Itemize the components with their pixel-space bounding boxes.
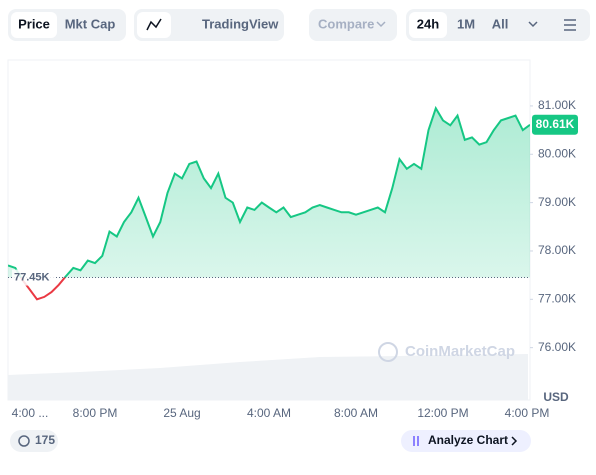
analyze-btn[interactable] [401,430,531,452]
reference-label-bg [12,269,56,286]
area [8,108,530,278]
y-tick-label: 77.00K [538,291,576,305]
view-group [134,9,284,41]
analyze-icon [413,436,419,446]
x-tick-label: 8:00 AM [334,406,378,420]
count-pill[interactable] [10,430,58,452]
last-price-badge [532,114,578,135]
x-tick-label: 12:00 PM [417,406,468,420]
range-24h[interactable]: 24h [417,16,439,31]
volume-area [8,354,528,400]
y-tick-label: 76.00K [538,340,576,354]
range-1m[interactable]: 1M [457,16,475,31]
watermark: CoinMarketCap [405,343,515,360]
x-tick-label: 8:00 PM [73,406,118,420]
y-tick-label: 78.00K [538,243,576,257]
y-tick-label: 81.00K [538,98,576,112]
price-line [8,105,530,278]
chevron [511,436,518,446]
chevron [376,21,386,28]
x-tick-label: 4:00 PM [505,406,550,420]
history-icon [18,435,30,447]
compare-btn[interactable] [309,9,397,41]
x-tick-label: 4:00 ... [12,406,49,420]
y-tick-label: 79.00K [538,195,576,209]
tab-mktcap[interactable]: Mkt Cap [65,16,116,31]
range-all[interactable]: All [492,16,509,31]
count: 175 [35,433,55,447]
last-price: 80.61K [536,117,575,131]
range-active[interactable] [409,12,447,38]
line-icon [146,18,162,31]
currency: USD [543,390,569,404]
x-tick-label: 25 Aug [163,406,200,420]
tradingview[interactable]: TradingView [202,16,279,31]
range-group [406,9,590,41]
watermark-logo [378,342,398,362]
tab-active[interactable] [11,12,57,38]
reference-label: 77.45K [14,271,50,283]
x-tick-label: 4:00 AM [247,406,291,420]
analyze[interactable]: Analyze Chart [428,433,508,447]
y-tick-label: 80.00K [538,146,576,160]
compare[interactable]: Compare [318,16,374,31]
tab-price[interactable]: Price [18,16,50,31]
chevron [528,21,538,28]
settings-icon[interactable] [564,19,576,31]
